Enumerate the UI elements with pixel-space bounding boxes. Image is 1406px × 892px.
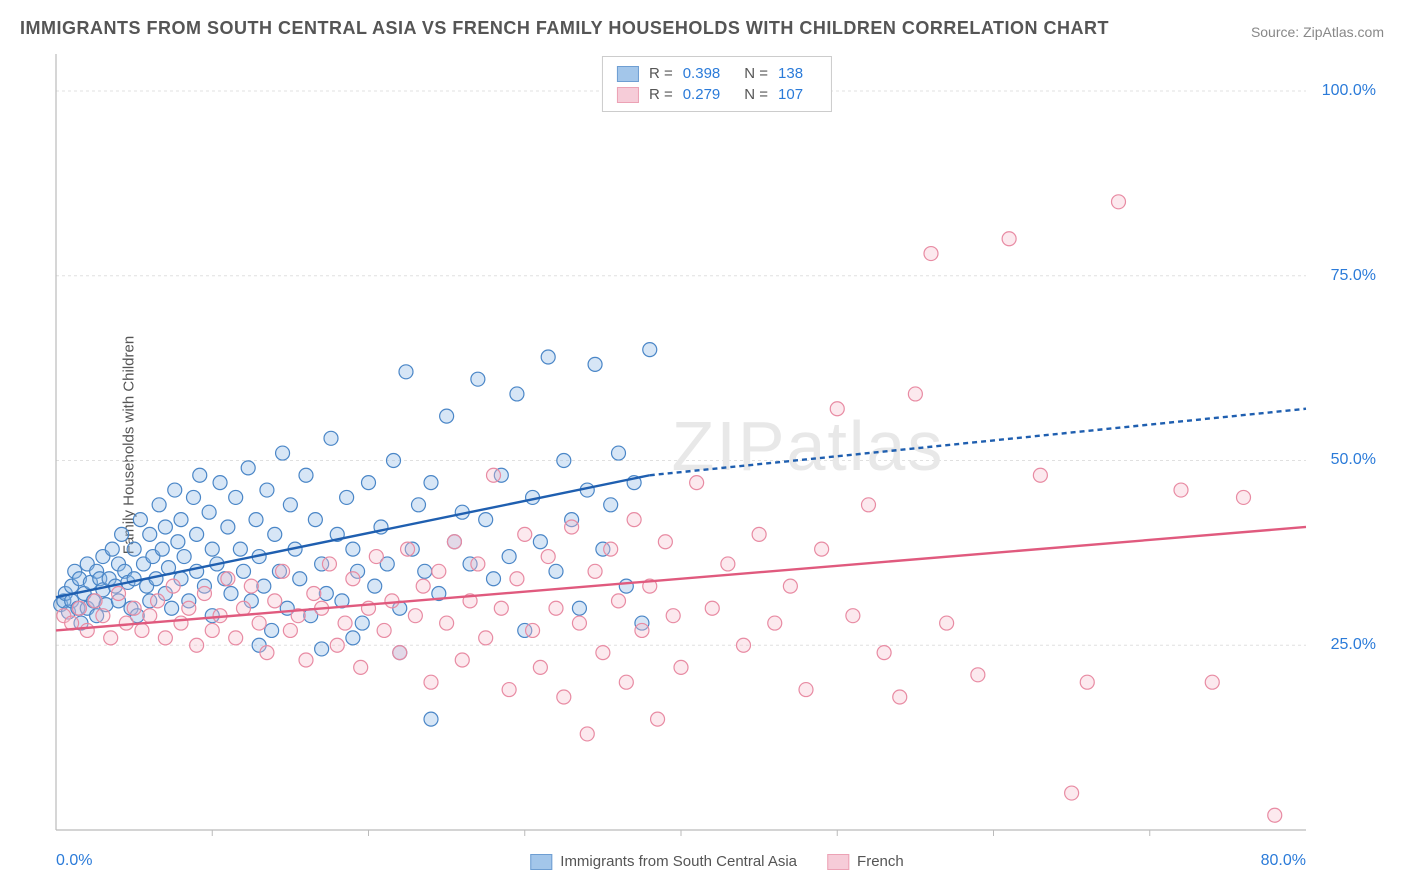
legend-row-sca: R = 0.398 N = 138 — [617, 63, 817, 84]
r-value-french: 0.279 — [683, 86, 721, 103]
correlation-legend: R = 0.398 N = 138 R = 0.279 N = 107 — [602, 56, 832, 112]
r-label: R = — [649, 65, 673, 82]
x-tick-label: 0.0% — [56, 852, 92, 870]
n-label: N = — [744, 86, 768, 103]
r-value-sca: 0.398 — [683, 65, 721, 82]
r-label: R = — [649, 86, 673, 103]
x-tick-label: 80.0% — [1261, 852, 1306, 870]
legend-label-sca: Immigrants from South Central Asia — [560, 853, 797, 870]
legend-row-french: R = 0.279 N = 107 — [617, 84, 817, 105]
legend-item-french: French — [827, 853, 904, 870]
legend-swatch-french — [617, 87, 639, 103]
n-value-french: 107 — [778, 86, 803, 103]
source-attribution: Source: ZipAtlas.com — [1251, 24, 1384, 40]
y-tick-label: 100.0% — [1322, 82, 1376, 100]
y-tick-label: 25.0% — [1331, 636, 1376, 654]
chart-area: Family Households with Children ZIPatlas… — [48, 50, 1386, 840]
y-tick-label: 50.0% — [1331, 451, 1376, 469]
legend-item-sca: Immigrants from South Central Asia — [530, 853, 797, 870]
y-tick-label: 75.0% — [1331, 267, 1376, 285]
series-legend: Immigrants from South Central Asia Frenc… — [530, 853, 903, 870]
legend-swatch-sca — [617, 66, 639, 82]
legend-label-french: French — [857, 853, 904, 870]
n-label: N = — [744, 65, 768, 82]
n-value-sca: 138 — [778, 65, 803, 82]
legend-swatch-french — [827, 854, 849, 870]
watermark: ZIPatlas — [672, 407, 945, 485]
scatter-plot: ZIPatlas — [48, 50, 1386, 840]
chart-title: IMMIGRANTS FROM SOUTH CENTRAL ASIA VS FR… — [20, 18, 1109, 39]
legend-swatch-sca — [530, 854, 552, 870]
